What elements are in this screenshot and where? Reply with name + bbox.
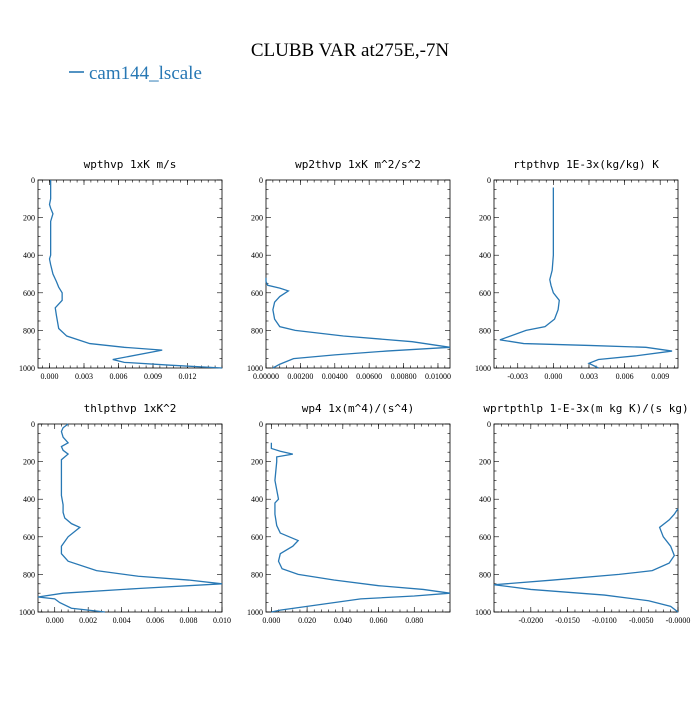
y-tick-label: 200: [251, 458, 263, 467]
x-tick-label: 0.00200: [287, 372, 313, 381]
plot-frame: [493, 179, 679, 369]
y-tick-label: 0: [259, 420, 263, 429]
plot-frame: [265, 179, 451, 369]
x-tick-label: -0.0000: [666, 616, 691, 625]
y-tick-label: 0: [259, 176, 263, 185]
y-tick-label: 1000: [475, 608, 491, 617]
x-tick-label: 0.00800: [391, 372, 417, 381]
panel-title: thlpthvp 1xK^2: [84, 402, 177, 415]
y-tick-label: 400: [251, 251, 263, 260]
x-tick-label: 0.080: [405, 616, 423, 625]
y-tick-label: 400: [479, 251, 491, 260]
y-tick-label: 0: [31, 176, 35, 185]
y-tick-label: 200: [23, 458, 35, 467]
series-line: [48, 180, 223, 369]
y-tick-label: 1000: [247, 608, 263, 617]
panel-title: wp2thvp 1xK m^2/s^2: [295, 158, 421, 171]
x-tick-label: 0.01000: [425, 372, 451, 381]
x-tick-label: 0.000: [262, 616, 280, 625]
y-tick-label: 800: [23, 570, 35, 579]
y-tick-label: 400: [23, 251, 35, 260]
x-tick-label: 0.012: [179, 372, 197, 381]
y-tick-label: 600: [251, 289, 263, 298]
series-line: [265, 277, 451, 369]
panel-4: thlpthvp 1xK^2 0 200 400 600 800 1000 0.000 0.00…: [19, 402, 231, 625]
x-tick-label: 0.008: [180, 616, 198, 625]
plot-frame: [265, 423, 451, 613]
y-tick-label: 400: [23, 495, 35, 504]
y-tick-label: 200: [479, 214, 491, 223]
x-tick-label: 0.006: [110, 372, 128, 381]
x-tick-label: 0.040: [334, 616, 352, 625]
x-tick-label: 0.00400: [322, 372, 348, 381]
y-tick-label: 0: [31, 420, 35, 429]
y-tick-label: 1000: [475, 364, 491, 373]
x-tick-label: 0.003: [75, 372, 93, 381]
y-tick-label: 0: [487, 176, 491, 185]
x-tick-label: 0.009: [651, 372, 669, 381]
y-tick-label: 800: [23, 326, 35, 335]
legend: cam144_lscale: [69, 63, 202, 84]
series-line: [37, 423, 223, 613]
y-tick-label: 600: [23, 289, 35, 298]
panel-2: wp2thvp 1xK m^2/s^2020040060080010000.00…: [247, 158, 451, 381]
x-tick-label: 0.000: [46, 616, 64, 625]
legend-label: cam144_lscale: [89, 63, 202, 84]
y-tick-label: 1000: [19, 608, 35, 617]
x-tick-label: 0.003: [580, 372, 598, 381]
x-tick-label: 0.006: [616, 372, 634, 381]
x-tick-label: -0.003: [507, 372, 528, 381]
panel-title: wp4 1x(m^4)/(s^4): [302, 402, 415, 415]
panel-title: wprtpthlp 1-E-3x(m kg K)/(s kg): [483, 402, 688, 415]
x-tick-label: 0.00000: [253, 372, 279, 381]
y-tick-label: 600: [251, 533, 263, 542]
series-line: [270, 442, 451, 613]
panel-title: wpthvp 1xK m/s: [84, 158, 177, 171]
x-tick-label: 0.060: [370, 616, 388, 625]
panel-3: rtpthvp 1E-3x(kg/kg) K 0 200 400 600 800 1000 -…: [475, 158, 679, 381]
panel-title: rtpthvp 1E-3x(kg/kg) K: [513, 158, 659, 171]
y-tick-label: 600: [479, 533, 491, 542]
y-tick-label: 200: [251, 214, 263, 223]
x-tick-label: 0.000: [41, 372, 59, 381]
x-tick-label: 0.000: [544, 372, 562, 381]
series-line: [499, 187, 673, 369]
x-tick-label: -0.0150: [555, 616, 580, 625]
x-tick-label: 0.010: [213, 616, 231, 625]
y-tick-label: 400: [479, 495, 491, 504]
x-tick-label: -0.0100: [592, 616, 617, 625]
plot-frame: [493, 423, 679, 613]
x-tick-label: -0.0200: [518, 616, 543, 625]
y-tick-label: 400: [251, 495, 263, 504]
x-tick-label: 0.00600: [356, 372, 382, 381]
x-tick-label: 0.006: [146, 616, 164, 625]
x-tick-label: 0.004: [113, 616, 131, 625]
plot-frame: [37, 179, 223, 369]
figure-title: CLUBB VAR at275E,-7N: [251, 40, 450, 61]
y-tick-label: 800: [251, 326, 263, 335]
y-tick-label: 200: [23, 214, 35, 223]
series-line: [493, 508, 679, 613]
y-tick-label: 800: [251, 570, 263, 579]
y-tick-label: 600: [23, 533, 35, 542]
y-tick-label: 1000: [247, 364, 263, 373]
x-tick-label: 0.002: [79, 616, 97, 625]
x-tick-label: 0.020: [298, 616, 316, 625]
panel-1: wpthvp 1xK m/s 0 200 400 600 800 1000 0.000 0.00…: [19, 158, 223, 381]
panel-6: wprtpthlp 1-E-3x(m kg K)/(s kg) 0 200 400 60…: [475, 402, 690, 625]
y-tick-label: 800: [479, 326, 491, 335]
y-tick-label: 0: [487, 420, 491, 429]
x-tick-label: -0.0050: [629, 616, 654, 625]
y-tick-label: 600: [479, 289, 491, 298]
y-tick-label: 200: [479, 458, 491, 467]
x-tick-label: 0.009: [144, 372, 162, 381]
y-tick-label: 800: [479, 570, 491, 579]
y-tick-label: 1000: [19, 364, 35, 373]
